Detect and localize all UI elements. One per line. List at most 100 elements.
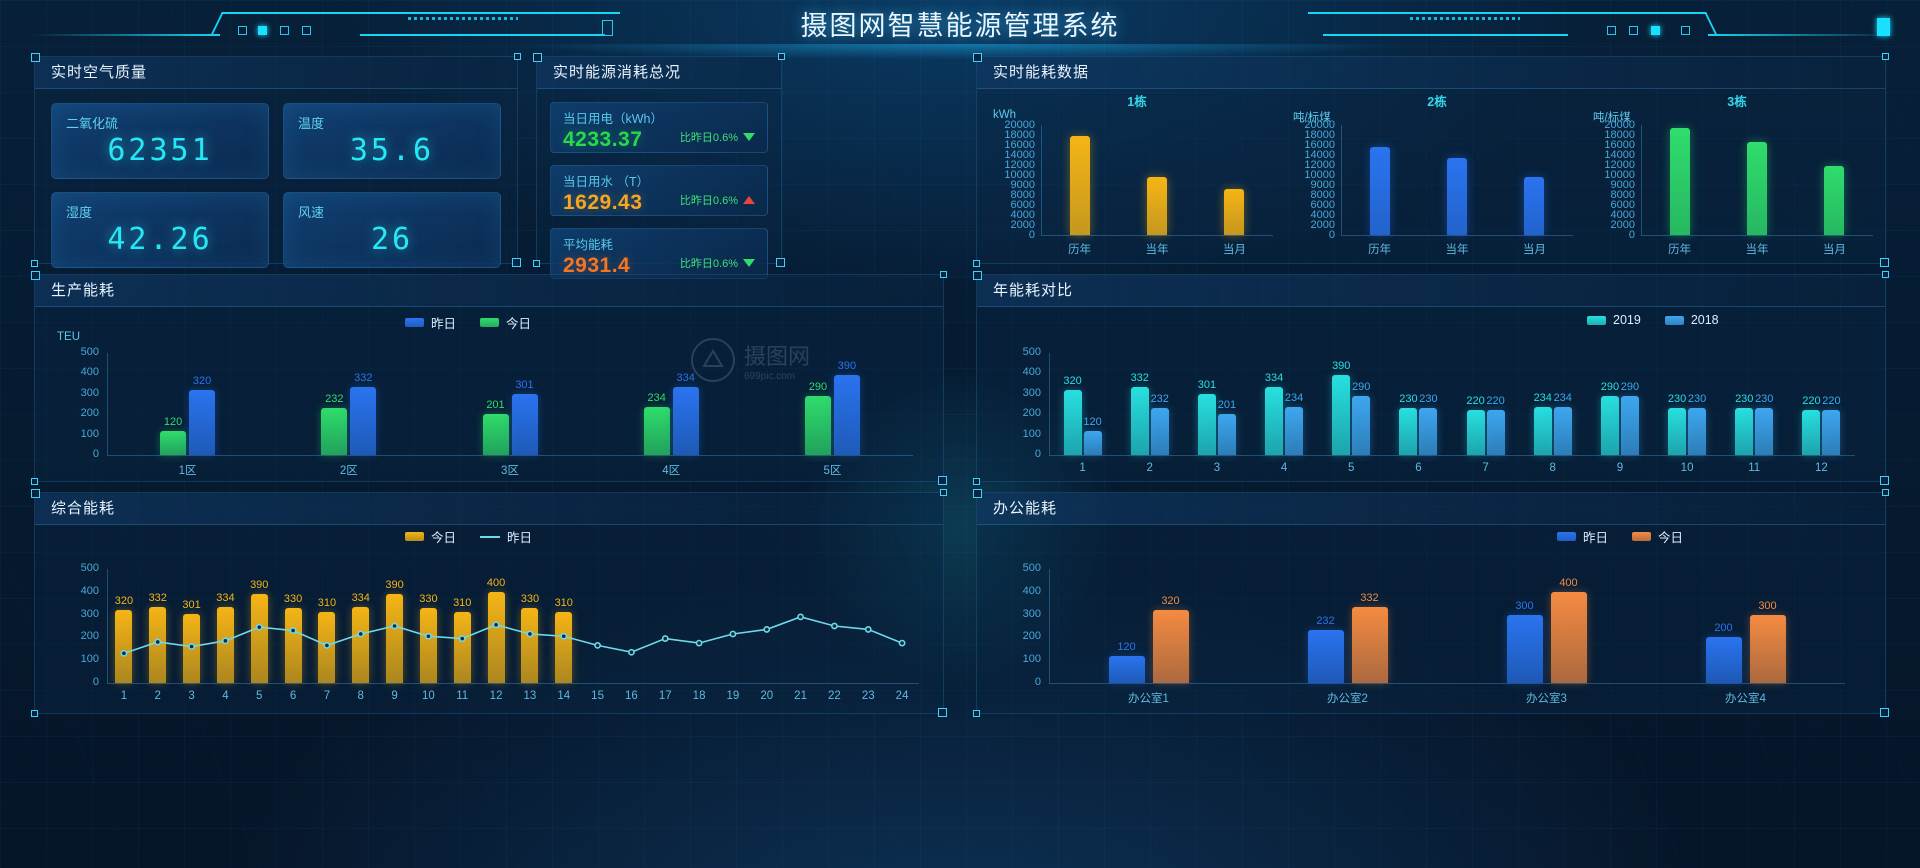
x-tick-label: 7: [1482, 462, 1489, 474]
bar[interactable]: [1399, 408, 1418, 455]
bar[interactable]: [1553, 407, 1572, 455]
bar-value-label: 220: [1466, 395, 1485, 408]
bar[interactable]: [1466, 410, 1485, 455]
bar-value-label: 301: [1197, 378, 1217, 391]
chart-building1[interactable]: 1栋 kWh 20000 18000 16000 14000 12000 10000 9000 8…: [989, 89, 1285, 261]
chart-legend[interactable]: 今日 昨日: [405, 527, 532, 546]
bar[interactable]: [1688, 408, 1707, 455]
bar[interactable]: [1802, 410, 1821, 455]
bar[interactable]: [1265, 386, 1284, 455]
bar[interactable]: [1083, 430, 1102, 455]
y-tick: 100: [1022, 427, 1041, 440]
bar[interactable]: [487, 591, 505, 683]
bar[interactable]: [1332, 375, 1351, 455]
legend-item-今日[interactable]: 今日: [405, 527, 456, 546]
bar[interactable]: [1506, 614, 1543, 683]
bar[interactable]: [1063, 389, 1082, 455]
bar[interactable]: [318, 612, 336, 683]
bar[interactable]: [1447, 158, 1467, 235]
bar[interactable]: [1150, 407, 1169, 455]
bar[interactable]: [511, 393, 538, 455]
legend-item-2018[interactable]: 2018: [1664, 313, 1719, 327]
chart-building2[interactable]: 2栋 吨/标煤 20000 18000 16000 14000 12000 10000 9000…: [1289, 89, 1585, 261]
bar[interactable]: [1130, 387, 1149, 455]
bar[interactable]: [1600, 395, 1619, 455]
bar[interactable]: [1735, 408, 1754, 455]
bar[interactable]: [1285, 407, 1304, 455]
bar[interactable]: [555, 612, 573, 683]
x-tick-label: 3: [188, 690, 195, 702]
bar[interactable]: [1824, 166, 1845, 235]
bar[interactable]: [1419, 408, 1438, 455]
bar[interactable]: [453, 612, 471, 683]
bar-value-label: 232: [325, 392, 344, 405]
bar[interactable]: [672, 386, 699, 455]
bar[interactable]: [521, 607, 539, 683]
bar[interactable]: [1620, 395, 1639, 455]
bar[interactable]: [1147, 177, 1167, 235]
bar[interactable]: [149, 607, 167, 683]
bar[interactable]: [1152, 610, 1189, 683]
bar[interactable]: [284, 607, 302, 683]
bar[interactable]: [1217, 414, 1236, 455]
bar-value-label: 310: [317, 597, 337, 610]
x-tick-label: 1区: [178, 465, 197, 477]
chart-legend[interactable]: 2019 2018: [1587, 313, 1719, 327]
bar[interactable]: [1307, 630, 1344, 683]
bar[interactable]: [1524, 177, 1545, 235]
chart-comprehensive[interactable]: 今日 昨日 500 400 300 200 100 0 320 1 332 2 301 3 334 4 390 5…: [35, 525, 943, 711]
bar[interactable]: [1747, 141, 1767, 235]
chart-office[interactable]: 昨日 今日 500 400 300 200 100 0 120 320 办公室1 232 332 办公室2…: [977, 525, 1885, 711]
bar[interactable]: [1749, 614, 1786, 683]
bar[interactable]: [115, 610, 133, 683]
x-tick-label: 1: [1079, 462, 1086, 474]
bar[interactable]: [189, 389, 216, 455]
bar[interactable]: [216, 606, 234, 683]
legend-item-今日[interactable]: 今日: [1632, 527, 1683, 546]
bar[interactable]: [1352, 395, 1371, 455]
bar[interactable]: [1351, 607, 1388, 683]
bar[interactable]: [833, 375, 860, 455]
bar[interactable]: [386, 594, 404, 683]
bar[interactable]: [1755, 408, 1774, 455]
bar-value-label: 234: [647, 392, 666, 405]
chart-legend[interactable]: 昨日 今日: [1557, 527, 1683, 546]
bar[interactable]: [1533, 407, 1552, 455]
bar[interactable]: [352, 606, 370, 683]
bar[interactable]: [160, 430, 187, 455]
legend-item-2019[interactable]: 2019: [1587, 313, 1641, 327]
bar[interactable]: [643, 407, 670, 455]
legend-item-昨日[interactable]: 昨日: [1557, 527, 1608, 546]
chart-legend[interactable]: 昨日 今日: [405, 313, 531, 332]
bar[interactable]: [1197, 393, 1216, 455]
bar[interactable]: [419, 607, 437, 683]
trend-down-icon: [743, 133, 755, 141]
chart-production[interactable]: 昨日 今日 TEU 500 400 300 200 100 0 120 320 1区 232 332 2区 2…: [35, 307, 943, 479]
bar[interactable]: [804, 395, 831, 455]
bar[interactable]: [1550, 591, 1587, 683]
bar[interactable]: [1069, 136, 1090, 235]
bar[interactable]: [1705, 637, 1742, 683]
bar[interactable]: [1108, 655, 1145, 683]
bar[interactable]: [1224, 188, 1245, 235]
bar-value-label: 234: [1533, 392, 1552, 405]
chart-building3[interactable]: 3栋 吨/标煤 20000 18000 16000 14000 12000 10000 9000…: [1589, 89, 1885, 261]
chart-annual[interactable]: 2019 2018 500 400 300 200 100 0 320 120 1 332 232 2 30…: [977, 307, 1885, 479]
bar[interactable]: [1669, 127, 1690, 235]
bar[interactable]: [1369, 147, 1390, 235]
card-value: 62351: [107, 133, 213, 168]
x-tick-label: 当月: [1222, 244, 1246, 256]
bar[interactable]: [321, 407, 348, 455]
legend-item-昨日[interactable]: 昨日: [405, 313, 456, 332]
bar[interactable]: [350, 387, 377, 455]
bar[interactable]: [482, 414, 509, 455]
legend-item-昨日[interactable]: 昨日: [480, 527, 532, 546]
bar[interactable]: [1668, 408, 1687, 455]
bar[interactable]: [183, 614, 201, 683]
bar[interactable]: [250, 594, 268, 683]
card-value: 42.26: [107, 222, 213, 257]
legend-item-今日[interactable]: 今日: [480, 313, 531, 332]
bar[interactable]: [1486, 410, 1505, 455]
panel-title-office: 办公能耗: [977, 493, 1885, 525]
bar[interactable]: [1822, 410, 1841, 455]
